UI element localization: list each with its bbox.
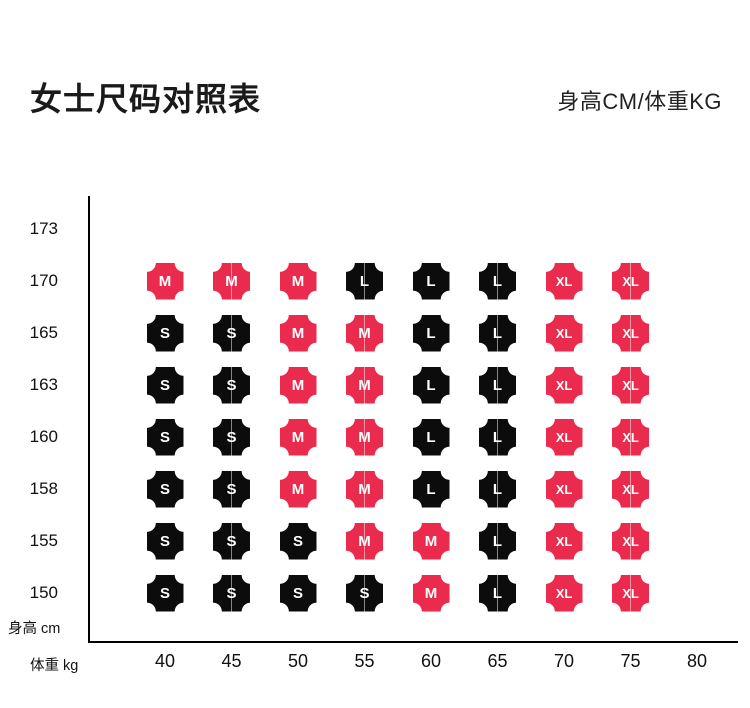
size-badge: M — [279, 314, 317, 352]
size-badge: S — [146, 470, 184, 508]
size-badge: XL — [612, 366, 649, 404]
size-badge: M — [279, 470, 317, 508]
x-tick-label: 40 — [154, 651, 176, 671]
size-badge: L — [412, 262, 450, 300]
size-badge: L — [479, 574, 516, 612]
size-badge: S — [146, 522, 184, 560]
x-tick-label: 70 — [553, 651, 575, 671]
y-tick-label: 163 — [29, 375, 58, 394]
x-tick-label: 45 — [221, 651, 242, 671]
size-badge: L — [412, 314, 450, 352]
size-badge: M — [412, 522, 450, 560]
size-badge: S — [213, 522, 250, 560]
size-badge: S — [146, 366, 184, 404]
size-badge: XL — [612, 522, 649, 560]
height-unit-label: 身高 cm — [8, 621, 61, 637]
plot-area — [88, 196, 738, 643]
y-tick-label: 155 — [29, 531, 58, 550]
size-badge: XL — [545, 262, 583, 300]
size-badge: XL — [545, 574, 583, 612]
size-badge: M — [346, 366, 383, 404]
size-badge: XL — [545, 470, 583, 508]
size-badge: XL — [612, 470, 649, 508]
size-badge: S — [213, 366, 250, 404]
size-badge: XL — [545, 314, 583, 352]
size-badge: M — [412, 574, 450, 612]
size-badge: M — [346, 470, 383, 508]
size-badge: M — [346, 314, 383, 352]
size-badge: S — [146, 418, 184, 456]
x-tick-label: 80 — [686, 651, 708, 671]
size-badge: S — [279, 574, 317, 612]
size-badge: XL — [612, 418, 649, 456]
x-tick-label: 50 — [287, 651, 309, 671]
size-badge: L — [479, 366, 516, 404]
size-badge: M — [346, 522, 383, 560]
size-badge: L — [412, 418, 450, 456]
y-tick-label: 150 — [29, 583, 58, 602]
y-tick-label: 158 — [29, 479, 58, 498]
size-badge: S — [146, 314, 184, 352]
units-label: 身高CM/体重KG — [557, 89, 722, 114]
size-badge: M — [279, 418, 317, 456]
size-badge: XL — [545, 418, 583, 456]
y-tick-label: 165 — [29, 323, 58, 342]
size-badge: L — [412, 470, 450, 508]
weight-unit-label: 体重 kg — [30, 658, 79, 674]
size-badge: S — [213, 574, 250, 612]
x-tick-label: 55 — [354, 651, 375, 671]
y-tick-label: 170 — [29, 271, 58, 290]
size-badge: S — [146, 574, 184, 612]
size-badge: XL — [612, 314, 649, 352]
size-badge: S — [213, 470, 250, 508]
x-tick-label: 65 — [487, 651, 508, 671]
size-badge: L — [479, 314, 516, 352]
size-badge: S — [213, 418, 250, 456]
size-badge: L — [346, 262, 383, 300]
size-badge: M — [213, 262, 250, 300]
size-badge: L — [479, 470, 516, 508]
size-badge: S — [346, 574, 383, 612]
size-badge: S — [213, 314, 250, 352]
x-tick-label: 60 — [420, 651, 442, 671]
size-badge: XL — [545, 522, 583, 560]
size-badge: L — [479, 418, 516, 456]
size-badge: M — [346, 418, 383, 456]
size-badge: L — [412, 366, 450, 404]
y-tick-label: 173 — [29, 219, 58, 238]
size-badge: M — [146, 262, 184, 300]
x-tick-label: 75 — [620, 651, 641, 671]
size-badge: XL — [612, 574, 649, 612]
y-tick-label: 160 — [29, 427, 58, 446]
size-badge: M — [279, 262, 317, 300]
size-badge: S — [279, 522, 317, 560]
size-badge: L — [479, 262, 516, 300]
size-badge: L — [479, 522, 516, 560]
size-badge: M — [279, 366, 317, 404]
size-badge: XL — [612, 262, 649, 300]
page-title: 女士尺码对照表 — [30, 81, 262, 117]
size-badge: XL — [545, 366, 583, 404]
